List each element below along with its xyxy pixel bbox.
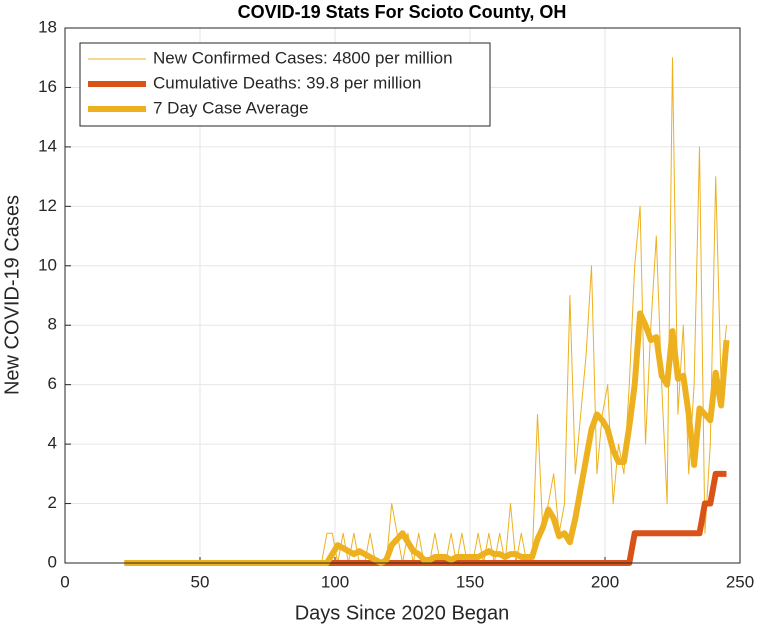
y-tick-label: 14 bbox=[38, 136, 57, 155]
y-tick-label: 0 bbox=[48, 552, 57, 571]
y-tick-label: 12 bbox=[38, 196, 57, 215]
x-axis-label: Days Since 2020 Began bbox=[295, 602, 510, 624]
y-axis-label: New COVID-19 Cases bbox=[1, 195, 23, 395]
y-tick-label: 8 bbox=[48, 315, 57, 334]
y-tick-label: 16 bbox=[38, 77, 57, 96]
y-tick-label: 4 bbox=[48, 434, 57, 453]
legend-label: Cumulative Deaths: 39.8 per million bbox=[153, 73, 421, 92]
x-tick-label: 250 bbox=[726, 572, 754, 591]
y-tick-label: 10 bbox=[38, 255, 57, 274]
y-tick-label: 6 bbox=[48, 374, 57, 393]
y-tick-label: 2 bbox=[48, 493, 57, 512]
y-tick-label: 18 bbox=[38, 17, 57, 36]
x-tick-label: 200 bbox=[591, 572, 619, 591]
series-line bbox=[124, 310, 730, 566]
x-tick-label: 100 bbox=[321, 572, 349, 591]
legend-label: 7 Day Case Average bbox=[153, 98, 309, 117]
legend-box bbox=[79, 42, 491, 127]
x-tick-label: 50 bbox=[191, 572, 210, 591]
x-tick-label: 0 bbox=[60, 572, 69, 591]
legend-label: New Confirmed Cases: 4800 per million bbox=[153, 48, 453, 67]
x-tick-label: 150 bbox=[456, 572, 484, 591]
plot-frame bbox=[64, 27, 741, 564]
chart-title: COVID-19 Stats For Scioto County, OH bbox=[238, 2, 567, 22]
